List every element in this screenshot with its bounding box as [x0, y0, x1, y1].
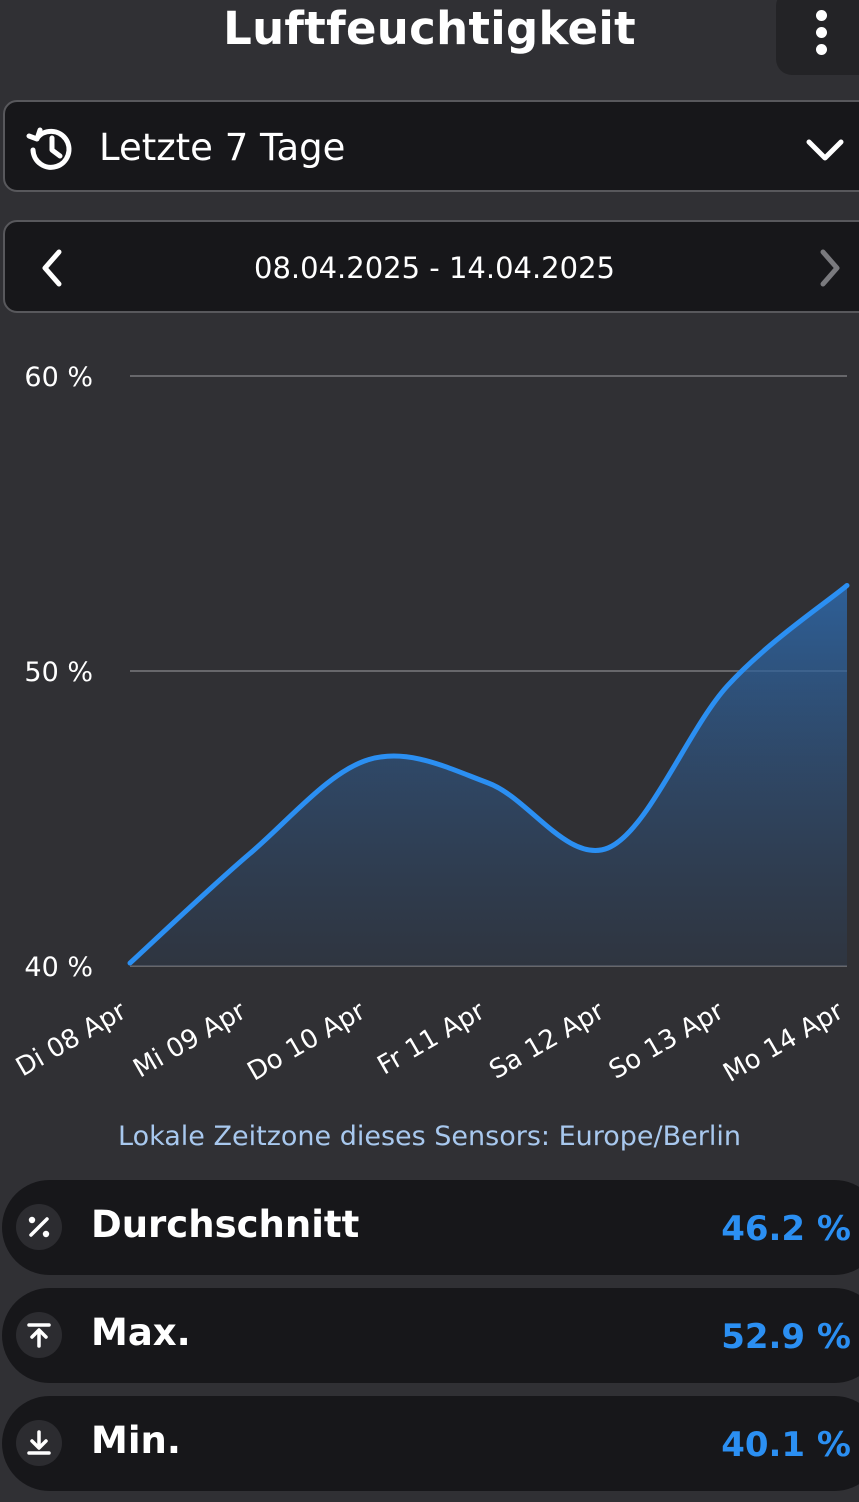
- y-tick-label: 40 %: [24, 952, 93, 983]
- y-tick-label: 60 %: [24, 362, 93, 393]
- x-tick-label: Mo 14 Apr: [718, 996, 848, 1089]
- x-tick-label: Fr 11 Apr: [372, 996, 490, 1081]
- stat-label: Min.: [91, 1419, 181, 1462]
- y-tick-label: 50 %: [24, 657, 93, 688]
- chevron-left-icon[interactable]: [33, 248, 73, 293]
- date-range-navigator: 08.04.2025 - 14.04.2025: [3, 220, 859, 313]
- stat-value: 40.1 %: [721, 1425, 851, 1465]
- series-line: [127, 582, 850, 966]
- arrow-up-to-line-icon: [16, 1312, 62, 1358]
- range-select-dropdown[interactable]: Letzte 7 Tage: [3, 100, 859, 192]
- stat-value: 52.9 %: [721, 1317, 851, 1357]
- stat-card-average: Durchschnitt 46.2 %: [2, 1180, 859, 1275]
- more-menu-button[interactable]: [776, 0, 859, 75]
- series-area: [130, 585, 847, 966]
- chevron-down-icon: [805, 130, 845, 175]
- stat-label: Max.: [91, 1311, 191, 1354]
- stat-label: Durchschnitt: [91, 1203, 360, 1246]
- x-tick-label: Mi 09 Apr: [128, 996, 251, 1084]
- date-range-label: 08.04.2025 - 14.04.2025: [254, 251, 615, 285]
- history-icon: [25, 122, 77, 179]
- stat-card-max: Max. 52.9 %: [2, 1288, 859, 1383]
- percent-icon: [16, 1204, 62, 1250]
- chevron-right-icon[interactable]: [811, 248, 851, 293]
- x-tick-label: Sa 12 Apr: [484, 996, 609, 1086]
- x-tick-label: Di 08 Apr: [11, 996, 132, 1083]
- range-select-label: Letzte 7 Tage: [99, 126, 346, 169]
- x-tick-label: So 13 Apr: [604, 996, 729, 1086]
- page-title: Luftfeuchtigkeit: [223, 2, 636, 55]
- timezone-note: Lokale Zeitzone dieses Sensors: Europe/B…: [118, 1121, 741, 1152]
- arrow-down-to-line-icon: [16, 1420, 62, 1466]
- stat-card-min: Min. 40.1 %: [2, 1396, 859, 1491]
- stat-value: 46.2 %: [721, 1209, 851, 1249]
- x-tick-label: Do 10 Apr: [242, 996, 370, 1087]
